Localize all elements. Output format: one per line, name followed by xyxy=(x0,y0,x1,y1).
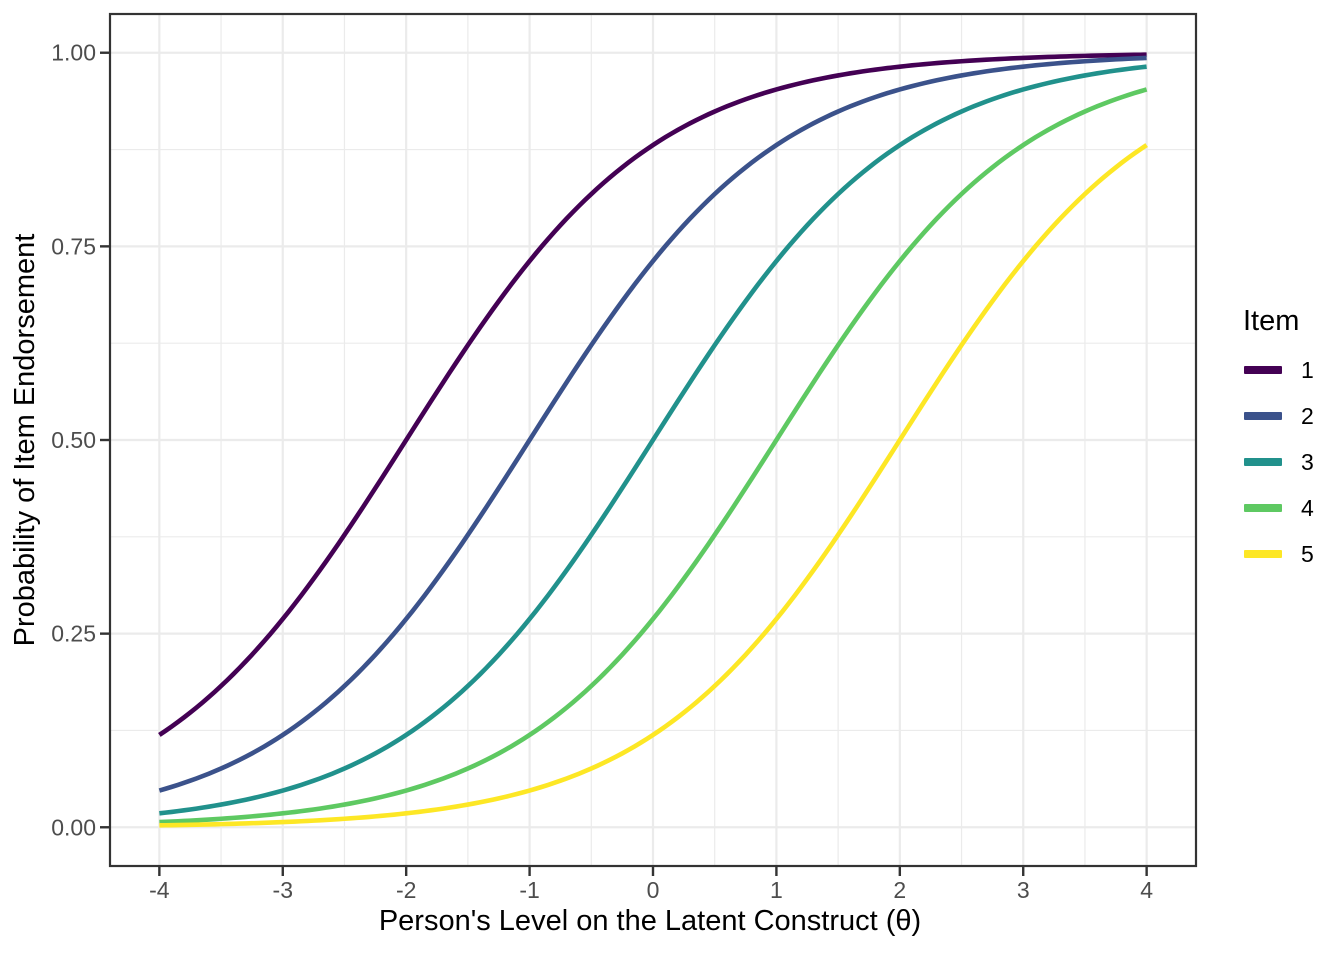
x-axis-tick-labels: -4 -3 -2 -1 0 1 2 3 4 xyxy=(149,877,1153,903)
curve-item-3 xyxy=(159,64,1147,816)
legend-entries: 1 2 3 4 5 xyxy=(1244,357,1314,567)
legend-title: Item xyxy=(1243,305,1299,337)
x-tick-label: 2 xyxy=(893,877,906,903)
x-tick-label: 4 xyxy=(1140,877,1153,903)
x-tick-label: 0 xyxy=(647,877,660,903)
legend-label-item-2: 2 xyxy=(1301,403,1314,429)
legend: Item 1 2 3 4 5 xyxy=(1243,305,1314,567)
legend-label-item-1: 1 xyxy=(1301,357,1314,383)
icc-curves xyxy=(158,52,1148,828)
axis-tick-marks xyxy=(100,51,1148,876)
legend-label-item-5: 5 xyxy=(1301,541,1314,567)
x-tick-label: -3 xyxy=(273,877,293,903)
x-tick-label: 3 xyxy=(1017,877,1030,903)
y-tick-label: 0.00 xyxy=(51,814,96,840)
y-tick-label: 0.25 xyxy=(51,621,96,647)
y-axis-tick-labels: 0.00 0.25 0.50 0.75 1.00 xyxy=(51,40,96,841)
curve-item-1 xyxy=(158,52,1147,737)
y-tick-label: 0.50 xyxy=(51,427,96,453)
y-tick-label: 1.00 xyxy=(51,40,96,66)
legend-swatch-item-4 xyxy=(1244,504,1282,512)
x-tick-label: -2 xyxy=(396,877,416,903)
legend-swatch-item-2 xyxy=(1244,412,1282,420)
panel-border-rect xyxy=(108,12,1198,868)
legend-swatch-item-3 xyxy=(1244,458,1282,466)
x-tick-label: -4 xyxy=(149,877,170,903)
curve-item-5 xyxy=(159,143,1148,828)
panel-border xyxy=(108,12,1198,868)
legend-swatch-item-1 xyxy=(1244,366,1282,374)
x-axis-title: Person's Level on the Latent Construct (… xyxy=(379,905,921,937)
y-axis-title: Probability of Item Endorsement xyxy=(9,234,41,647)
legend-label-item-3: 3 xyxy=(1301,449,1314,475)
x-tick-label: 1 xyxy=(770,877,783,903)
curve-item-4 xyxy=(159,87,1148,825)
legend-label-item-4: 4 xyxy=(1301,495,1314,521)
y-tick-label: 0.75 xyxy=(51,233,96,259)
legend-swatch-item-5 xyxy=(1244,550,1282,558)
x-tick-label: -1 xyxy=(519,877,539,903)
curve-item-2 xyxy=(158,55,1147,793)
